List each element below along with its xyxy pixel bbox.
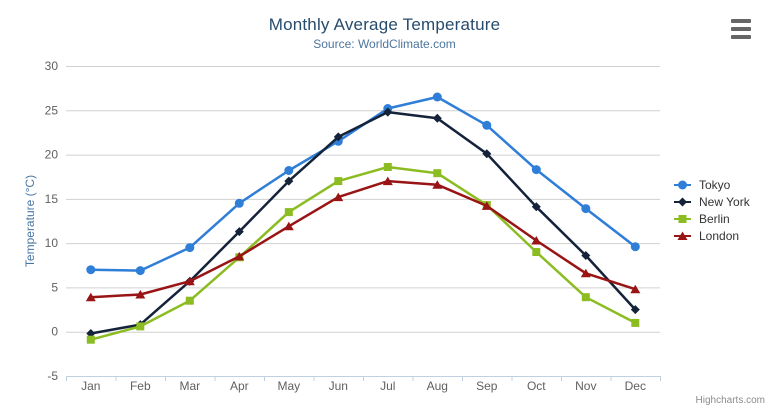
data-point[interactable] [135, 266, 145, 276]
data-point[interactable] [532, 248, 541, 256]
y-tick-label: 20 [45, 148, 59, 162]
data-point[interactable] [531, 165, 541, 175]
y-tick-label: 25 [45, 103, 59, 117]
x-tick-label: Apr [230, 379, 249, 393]
data-point[interactable] [136, 322, 145, 331]
data-point[interactable] [284, 208, 293, 217]
data-point[interactable] [531, 236, 542, 245]
data-point[interactable] [432, 180, 443, 189]
y-tick-label: 10 [45, 236, 59, 250]
data-point[interactable] [630, 305, 640, 315]
x-tick-label: Jul [380, 379, 395, 393]
x-tick-label: Dec [625, 379, 646, 393]
data-point[interactable] [678, 197, 687, 206]
hamburger-menu-icon [730, 19, 752, 39]
x-tick-label: Feb [130, 379, 151, 393]
data-point[interactable] [333, 132, 343, 142]
credits-link[interactable]: Highcharts.com [695, 395, 765, 406]
data-point[interactable] [383, 107, 393, 117]
data-point[interactable] [482, 149, 492, 159]
data-point[interactable] [581, 251, 591, 260]
data-point[interactable] [481, 201, 492, 210]
data-point[interactable] [86, 335, 95, 344]
legend-item-london[interactable]: London [674, 227, 750, 244]
data-point[interactable] [234, 227, 244, 237]
data-point[interactable] [677, 231, 688, 240]
x-tick-label: Jan [81, 379, 100, 393]
data-point[interactable] [86, 265, 96, 275]
data-point[interactable] [185, 296, 194, 305]
y-tick-label: 0 [51, 325, 58, 339]
context-menu-button[interactable] [728, 17, 754, 41]
data-point[interactable] [630, 242, 640, 252]
data-point[interactable] [581, 293, 590, 302]
y-tick-label: -5 [47, 369, 58, 383]
data-point[interactable] [283, 221, 294, 231]
legend-item-tokyo[interactable]: Tokyo [674, 176, 750, 193]
legend-item-berlin[interactable]: Berlin [674, 210, 750, 227]
series-line-london[interactable] [89, 179, 637, 299]
chart-subtitle: Source: WorldClimate.com [313, 37, 456, 51]
y-tick-label: 30 [45, 59, 59, 73]
x-tick-label: Mar [179, 379, 200, 393]
data-point[interactable] [284, 166, 294, 175]
legend-item-new-york[interactable]: New York [674, 193, 750, 210]
data-point[interactable] [185, 243, 195, 253]
data-point[interactable] [382, 176, 393, 186]
legend-item-label: New York [699, 194, 750, 209]
data-point[interactable] [234, 251, 245, 261]
y-tick-label: 5 [51, 280, 58, 294]
x-tick-label: May [277, 379, 300, 393]
series-line-tokyo[interactable] [89, 95, 637, 272]
data-point[interactable] [630, 284, 641, 294]
y-tick-label: 15 [45, 192, 59, 206]
data-point[interactable] [135, 290, 146, 299]
data-point[interactable] [234, 198, 244, 208]
x-tick-label: Nov [575, 379, 596, 393]
x-tick-label: Jun [329, 379, 348, 393]
legend-item-label: London [699, 228, 740, 243]
x-tick-label: Aug [427, 379, 448, 393]
legend-item-label: Tokyo [699, 177, 731, 192]
data-point[interactable] [482, 120, 492, 130]
legend-marker-icon [674, 180, 691, 189]
data-point[interactable] [531, 202, 541, 212]
data-point[interactable] [334, 177, 343, 186]
legend-marker-icon [674, 197, 691, 206]
legend-marker-icon [674, 214, 691, 223]
data-point[interactable] [432, 113, 442, 123]
data-point[interactable] [433, 169, 442, 178]
chart-title: Monthly Average Temperature [268, 15, 501, 34]
x-tick-label: Oct [527, 379, 546, 393]
data-point[interactable] [333, 192, 344, 202]
data-point[interactable] [432, 92, 442, 102]
legend: Tokyo New York Berlin London [674, 176, 750, 244]
series-line-new-york[interactable] [89, 110, 637, 335]
series-line-berlin[interactable] [89, 165, 637, 341]
data-point[interactable] [580, 268, 591, 278]
data-point[interactable] [631, 318, 640, 327]
data-point[interactable] [678, 180, 687, 189]
x-tick-label: Sep [476, 379, 498, 393]
legend-item-label: Berlin [699, 211, 730, 226]
data-point[interactable] [678, 214, 687, 223]
data-point[interactable] [184, 276, 195, 286]
data-point[interactable] [581, 204, 591, 214]
data-point[interactable] [284, 176, 294, 186]
data-point[interactable] [85, 292, 96, 302]
legend-marker-icon [674, 231, 691, 240]
data-point[interactable] [383, 163, 392, 171]
